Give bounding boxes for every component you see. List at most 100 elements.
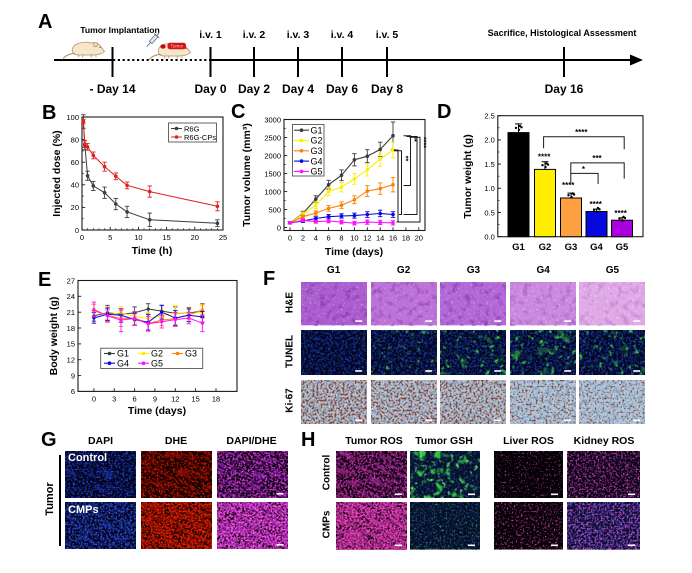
svg-text:****: **** [614,209,627,218]
svg-text:Tumor Implantation: Tumor Implantation [80,25,160,35]
svg-text:0.0: 0.0 [484,233,494,242]
svg-text:- Day 14: - Day 14 [89,82,135,96]
svg-text:Time (days): Time (days) [128,405,186,417]
svg-text:2000: 2000 [264,151,281,160]
svg-text:15: 15 [191,394,199,403]
svg-text:6: 6 [327,234,331,243]
svg-text:Tumor volume (mm³): Tumor volume (mm³) [241,123,253,227]
svg-text:1500: 1500 [264,169,281,178]
svg-text:12: 12 [363,234,371,243]
svg-text:****: **** [589,200,602,209]
svg-text:G1: G1 [512,242,525,253]
svg-text:0.5: 0.5 [484,208,494,217]
svg-text:Injected dose (%): Injected dose (%) [51,130,63,216]
svg-text:20: 20 [415,234,423,243]
svg-text:80: 80 [71,135,79,144]
svg-text:15: 15 [67,340,75,349]
svg-text:24: 24 [67,292,75,301]
svg-text:2: 2 [301,234,305,243]
svg-text:R6G-CPs: R6G-CPs [184,133,216,142]
svg-text:Day 16: Day 16 [545,82,584,96]
svg-text:G5: G5 [151,358,163,368]
svg-text:4: 4 [314,234,318,243]
svg-text:Time (days): Time (days) [325,246,383,258]
svg-text:i.v. 3: i.v. 3 [287,29,310,41]
svg-text:Day 6: Day 6 [326,82,358,96]
svg-text:i.v. 4: i.v. 4 [331,29,354,41]
svg-text:Time (h): Time (h) [132,245,173,257]
svg-text:i.v. 2: i.v. 2 [243,29,266,41]
svg-text:20: 20 [191,233,199,242]
svg-text:15: 15 [162,233,170,242]
svg-text:0: 0 [75,226,79,235]
svg-text:G2: G2 [151,349,163,359]
svg-text:G4: G4 [117,358,129,368]
svg-text:14: 14 [376,234,384,243]
svg-text:G3: G3 [565,242,578,253]
svg-text:2.0: 2.0 [484,136,494,145]
svg-text:Day 8: Day 8 [371,82,403,96]
svg-text:G1: G1 [117,349,129,359]
svg-text:1.0: 1.0 [484,184,494,193]
svg-text:2500: 2500 [264,133,281,142]
svg-text:6: 6 [71,387,75,396]
svg-text:0: 0 [288,234,292,243]
svg-text:9: 9 [153,394,157,403]
svg-text:G2: G2 [311,136,323,146]
svg-text:21: 21 [67,308,75,317]
svg-text:Tumor: Tumor [171,44,184,49]
svg-text:Body weight (g): Body weight (g) [48,297,60,376]
svg-text:G3: G3 [311,146,323,156]
svg-text:****: **** [538,153,551,162]
svg-text:12: 12 [171,394,179,403]
svg-text:3000: 3000 [264,115,281,124]
svg-text:10: 10 [350,234,358,243]
svg-text:12: 12 [67,356,75,365]
svg-text:**: ** [402,156,409,162]
svg-text:G2: G2 [539,242,552,253]
svg-text:2.5: 2.5 [484,112,494,121]
svg-text:*: * [582,165,586,174]
svg-text:1.5: 1.5 [484,160,494,169]
svg-text:5: 5 [108,233,112,242]
svg-text:25: 25 [219,233,227,242]
svg-text:40: 40 [71,181,79,190]
svg-text:G1: G1 [311,125,323,135]
svg-text:G4: G4 [311,156,323,166]
svg-text:20: 20 [71,203,79,212]
svg-text:0: 0 [92,394,96,403]
svg-text:10: 10 [134,233,142,242]
svg-text:8: 8 [339,234,343,243]
svg-text:100: 100 [66,113,79,122]
svg-text:3: 3 [112,394,116,403]
svg-text:i.v. 5: i.v. 5 [376,29,399,41]
svg-text:****: **** [562,181,575,190]
svg-text:18: 18 [212,394,220,403]
svg-text:Day 0: Day 0 [194,82,226,96]
svg-text:1000: 1000 [264,187,281,196]
svg-text:i.v. 1: i.v. 1 [199,29,222,41]
svg-text:G3: G3 [185,349,197,359]
svg-text:**: ** [410,136,417,142]
svg-text:R6G: R6G [184,124,200,133]
svg-text:60: 60 [71,158,79,167]
svg-text:Day 2: Day 2 [238,82,270,96]
svg-text:G5: G5 [311,167,323,177]
svg-text:18: 18 [67,324,75,333]
svg-text:****: **** [420,137,427,148]
svg-text:18: 18 [402,234,410,243]
svg-text:0: 0 [80,233,84,242]
svg-text:G4: G4 [590,242,603,253]
svg-text:0: 0 [277,223,281,232]
svg-text:500: 500 [268,205,281,214]
svg-text:27: 27 [67,276,75,285]
svg-text:9: 9 [71,371,75,380]
svg-text:****: **** [575,128,588,137]
svg-text:16: 16 [389,234,397,243]
svg-text:Tumor weight (g): Tumor weight (g) [462,134,474,218]
svg-text:6: 6 [133,394,137,403]
svg-text:G5: G5 [616,242,629,253]
svg-text:***: *** [592,154,602,163]
svg-text:Sacrifice, Histological Asses: Sacrifice, Histological Assessment [488,28,637,38]
svg-text:Day 4: Day 4 [282,82,314,96]
